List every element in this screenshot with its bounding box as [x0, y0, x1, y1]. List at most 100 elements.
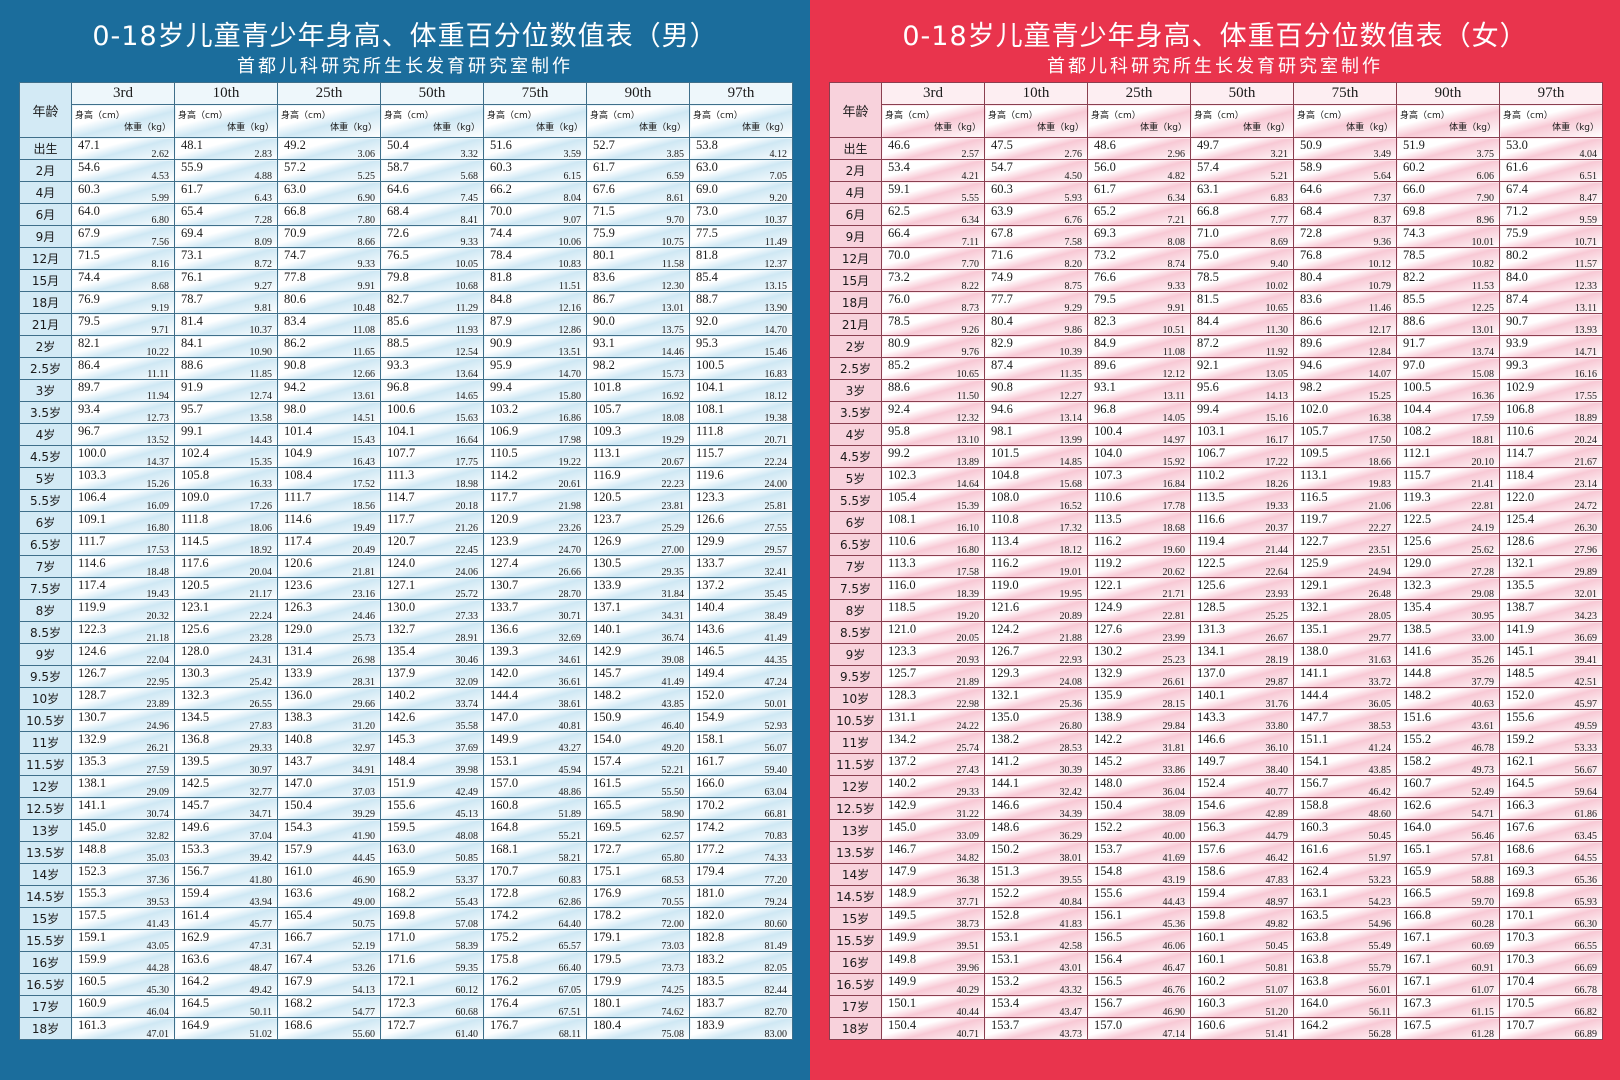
value-cell: 63.0 7.05: [689, 159, 793, 182]
height-value: 142.6: [387, 710, 416, 724]
value-cell: 54.7 4.50: [984, 159, 1088, 182]
value-cell: 163.0 50.85: [380, 841, 484, 864]
height-value: 64.0: [78, 204, 100, 218]
weight-value: 34.39: [1059, 809, 1083, 820]
height-value: 145.7: [593, 666, 622, 680]
weight-value: 17.98: [558, 435, 582, 446]
height-value: 128.5: [1197, 600, 1226, 614]
height-value: 98.0: [284, 402, 306, 416]
value-cell: 102.9 17.55: [1499, 379, 1603, 402]
height-value: 119.2: [1094, 556, 1122, 570]
weight-value: 18.81: [1471, 435, 1495, 446]
height-value: 66.0: [1403, 182, 1425, 196]
weight-label: 体重（kg）: [124, 123, 171, 133]
weight-value: 21.41: [1471, 479, 1495, 490]
value-cell: 120.5 23.81: [586, 489, 690, 512]
value-cell: 160.9 46.04: [71, 995, 175, 1018]
weight-value: 17.75: [455, 457, 479, 468]
value-cell: 142.0 36.61: [483, 665, 587, 688]
height-value: 149.9: [490, 732, 519, 746]
height-value: 66.4: [888, 226, 910, 240]
value-cell: 117.7 21.98: [483, 489, 587, 512]
value-cell: 175.1 68.53: [586, 863, 690, 886]
weight-value: 13.90: [764, 303, 788, 314]
height-value: 148.2: [1403, 688, 1432, 702]
value-cell: 75.9 10.75: [586, 225, 690, 248]
weight-value: 16.10: [956, 523, 980, 534]
weight-value: 46.76: [1162, 985, 1186, 996]
data-row: 6.5岁 110.6 16.80 113.4 18.12 116.2 19.60 119.4 2…: [829, 533, 1603, 556]
height-value: 158.1: [696, 732, 725, 746]
weight-value: 18.39: [956, 589, 980, 600]
value-cell: 66.2 8.04: [483, 181, 587, 204]
value-cell: 174.2 70.83: [689, 819, 793, 842]
weight-value: 35.45: [764, 589, 788, 600]
height-value: 175.8: [490, 952, 519, 966]
weight-value: 5.68: [460, 171, 479, 182]
height-value: 100.5: [696, 358, 725, 372]
height-value: 179.5: [593, 952, 622, 966]
weight-value: 14.43: [249, 435, 273, 446]
value-cell: 61.6 6.51: [1499, 159, 1603, 182]
value-cell: 178.2 72.00: [586, 907, 690, 930]
height-value: 167.3: [1403, 996, 1432, 1010]
value-cell: 126.7 22.93: [984, 643, 1088, 666]
age-cell: 4.5岁: [19, 445, 72, 468]
value-cell: 160.6 51.41: [1190, 1017, 1294, 1040]
age-cell: 7岁: [19, 555, 72, 578]
weight-value: 37.03: [352, 787, 376, 798]
height-value: 165.4: [284, 908, 313, 922]
value-cell: 88.7 13.90: [689, 291, 793, 314]
height-value: 148.2: [593, 688, 622, 702]
height-value: 82.7: [387, 292, 409, 306]
weight-value: 16.86: [558, 413, 582, 424]
data-row: 10.5岁 131.1 24.22 135.0 26.80 138.9 29.84 143.3…: [829, 709, 1603, 732]
weight-value: 38.53: [1368, 721, 1392, 732]
weight-value: 19.83: [1368, 479, 1392, 490]
value-cell: 95.9 14.70: [483, 357, 587, 380]
data-row: 7岁 114.6 18.48 117.6 20.04 120.6 21.81 124.0 24.…: [19, 555, 793, 578]
weight-value: 43.01: [1059, 963, 1083, 974]
weight-value: 33.72: [1368, 677, 1392, 688]
value-cell: 129.0 27.28: [1396, 555, 1500, 578]
value-cell: 99.4 15.80: [483, 379, 587, 402]
value-cell: 130.7 24.96: [71, 709, 175, 732]
height-value: 69.3: [1094, 226, 1116, 240]
weight-value: 65.36: [1574, 875, 1598, 886]
weight-value: 66.89: [1574, 1029, 1598, 1040]
value-cell: 122.7 23.51: [1293, 533, 1397, 556]
weight-value: 20.18: [455, 501, 479, 512]
weight-value: 15.16: [1265, 413, 1289, 424]
weight-value: 10.06: [558, 237, 582, 248]
weight-value: 4.82: [1167, 171, 1186, 182]
height-value: 111.7: [284, 490, 312, 504]
data-row: 18岁 161.3 47.01 164.9 51.02 168.6 55.60 172.7 61…: [19, 1017, 793, 1040]
weight-value: 53.33: [1574, 743, 1598, 754]
weight-value: 65.93: [1574, 897, 1598, 908]
weight-value: 13.51: [558, 347, 582, 358]
weight-value: 25.25: [1265, 611, 1289, 622]
height-value: 113.1: [1300, 468, 1328, 482]
weight-value: 29.87: [1265, 677, 1289, 688]
weight-value: 46.04: [146, 1007, 170, 1018]
height-value: 153.3: [181, 842, 210, 856]
weight-value: 25.73: [352, 633, 376, 644]
age-cell: 4月: [829, 181, 882, 204]
height-value: 117.4: [78, 578, 106, 592]
height-value: 125.4: [1506, 512, 1535, 526]
value-cell: 168.2 55.43: [380, 885, 484, 908]
age-cell: 13岁: [829, 819, 882, 842]
weight-value: 9.70: [666, 215, 685, 226]
unit-cell: 身高（cm） 体重（kg）: [689, 104, 793, 138]
height-value: 146.6: [991, 798, 1020, 812]
value-cell: 100.4 14.97: [1087, 423, 1191, 446]
weight-value: 14.37: [146, 457, 170, 468]
weight-value: 11.50: [956, 391, 979, 402]
value-cell: 100.0 14.37: [71, 445, 175, 468]
height-value: 111.3: [387, 468, 415, 482]
value-cell: 55.9 4.88: [174, 159, 278, 182]
height-value: 131.3: [1197, 622, 1226, 636]
weight-value: 30.74: [146, 809, 170, 820]
weight-value: 39.29: [352, 809, 376, 820]
weight-value: 12.84: [1368, 347, 1392, 358]
